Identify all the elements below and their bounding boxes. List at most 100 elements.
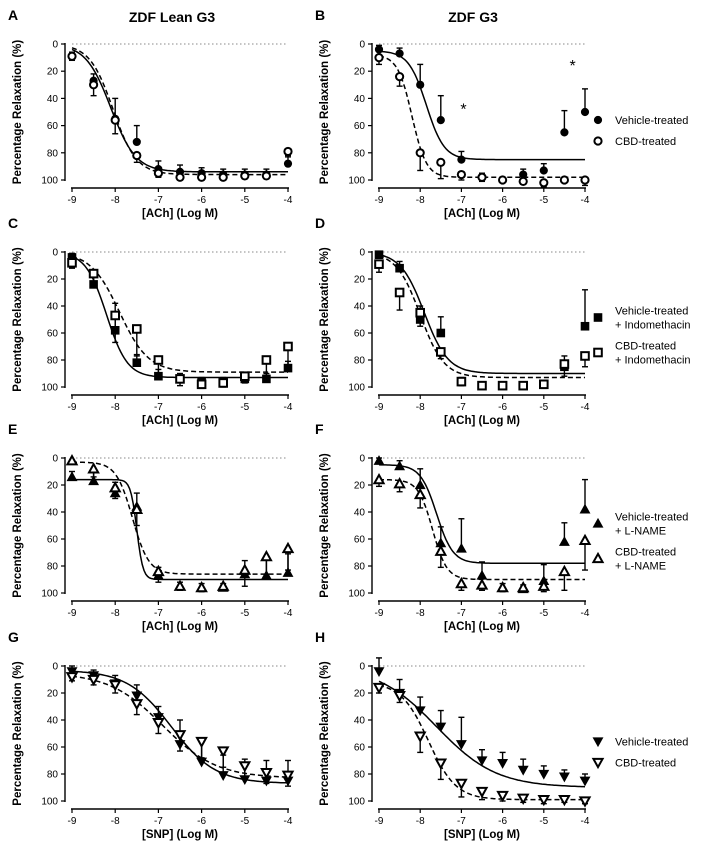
y-axis-label: Percentage Relaxation (%) [319,40,331,185]
data-point [281,770,295,783]
data-point [260,767,273,780]
legend-label: Vehicle-treated + Indomethacin [615,306,691,332]
x-tick-label: -5 [539,816,548,827]
y-tick-label: 80 [47,562,59,573]
y-axis-label: Percentage Relaxation (%) [319,453,331,598]
legend: Vehicle-treated + L-NAME CBD-treated + L-NA… [591,512,688,573]
data-point [374,45,384,54]
series-filled-square [374,250,590,390]
data-point [539,178,549,188]
data-point [130,699,144,711]
x-tick-label: -7 [154,608,163,619]
series-open-circle [374,53,590,188]
data-point [414,706,426,717]
series-open-square [67,255,293,390]
y-axis-label: Percentage Relaxation (%) [12,661,24,806]
data-point [539,166,548,175]
data-point [394,287,405,298]
data-point [281,541,295,554]
data-point [67,258,77,268]
series-filled-triangle [66,469,294,592]
y-tick-label: 20 [47,67,59,78]
y-axis-label: Percentage Relaxation (%) [12,247,24,392]
data-point [108,680,122,692]
x-tick-label: -5 [240,195,249,206]
x-axis-label: [SNP] (Log M) [444,829,520,841]
y-tick-label: 0 [359,248,365,259]
series-open-triangle [65,454,295,593]
x-tick-label: -9 [375,608,384,619]
data-point [413,731,427,743]
data-point [457,155,466,164]
y-tick-label: 0 [52,248,58,259]
x-tick-label: -4 [284,402,293,413]
y-tick-label: 100 [348,589,365,600]
y-tick-label: 40 [47,508,59,519]
y-tick-label: 20 [354,689,366,700]
data-point [538,769,550,780]
data-point [436,116,445,125]
data-point [516,580,530,593]
data-point [132,137,141,147]
panel-letter: E [8,421,17,437]
data-point [373,455,385,465]
x-tick-label: -8 [111,195,120,206]
x-tick-label: -4 [284,195,293,206]
legend-label: Vehicle-treated + L-NAME [615,512,688,538]
y-tick-label: 60 [354,535,366,546]
y-tick-label: 20 [354,481,366,492]
data-point [373,667,385,678]
data-point [415,148,425,158]
data-point [88,475,100,486]
data-point [153,355,164,365]
x-tick-label: -6 [498,816,507,827]
x-tick-label: -8 [416,195,425,206]
y-tick-label: 0 [52,40,58,51]
x-axis-label: [ACh] (Log M) [142,621,218,633]
x-tick-label: -4 [581,608,590,619]
data-point [110,115,120,125]
legend-marker [592,737,604,748]
data-point [131,691,143,702]
y-tick-label: 100 [348,797,365,808]
legend: Vehicle-treated + Indomethacin CBD-treated… [593,306,691,367]
data-point [578,796,592,808]
legend-marker [592,517,604,528]
y-tick-label: 20 [47,481,59,492]
data-point [374,259,384,269]
y-tick-label: 60 [354,743,366,754]
data-point [218,172,228,182]
y-tick-label: 0 [359,662,365,673]
data-point [195,736,208,749]
x-tick-label: -5 [539,608,548,619]
x-tick-label: -8 [416,402,425,413]
fit-curve [72,478,288,581]
data-point [559,359,570,369]
fit-curve [71,47,288,176]
data-point [65,672,79,684]
panel-letter: A [8,7,18,23]
data-point [580,175,590,185]
legend: Vehicle-treated CBD-treated [591,737,688,770]
y-tick-label: 80 [47,770,59,781]
fit-curve [378,255,585,379]
data-point [497,759,509,769]
data-point [434,758,448,770]
x-tick-label: -6 [197,816,206,827]
data-point [475,786,489,799]
x-tick-label: -4 [284,608,293,619]
data-point [173,579,187,591]
x-tick-label: -8 [111,402,120,413]
data-point [130,502,144,514]
data-point [518,176,528,186]
fit-curve [378,684,585,801]
series-open-circle [67,47,293,182]
data-point [238,563,252,575]
x-tick-label: -4 [284,816,293,827]
data-point [372,472,386,485]
x-tick-label: -7 [154,402,163,413]
y-tick-label: 20 [47,275,59,286]
data-point [67,51,77,61]
data-point [173,730,187,742]
panel-letter: H [315,629,325,645]
